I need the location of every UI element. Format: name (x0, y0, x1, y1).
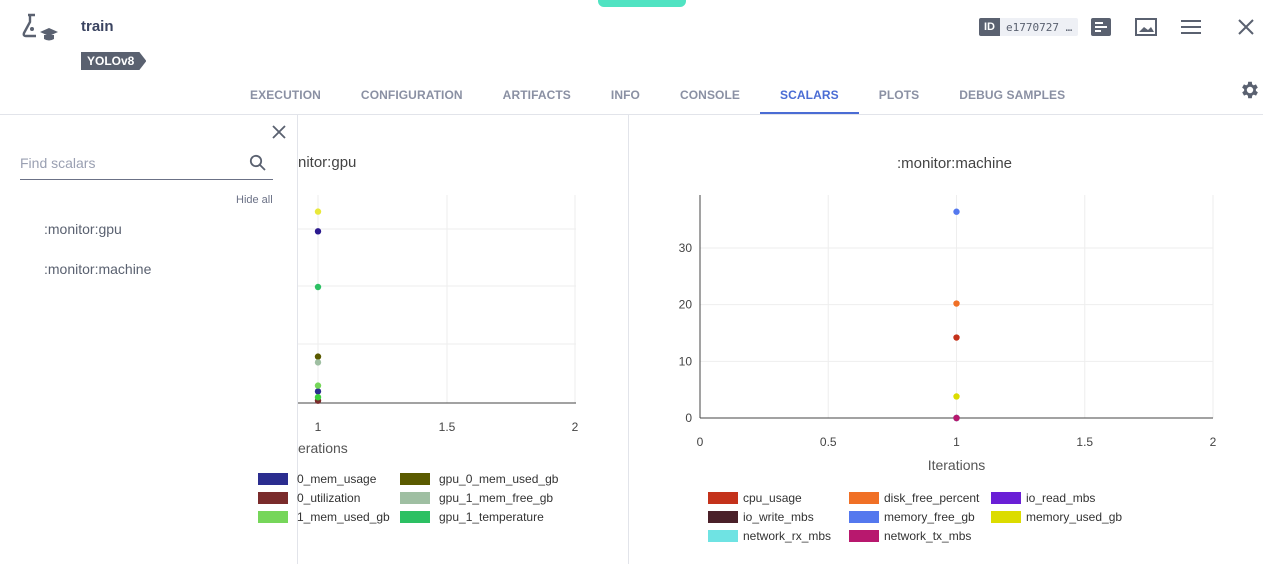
legend-swatch (258, 492, 288, 504)
task-tag[interactable]: YOLOv8 (81, 52, 146, 70)
data-point (314, 382, 322, 389)
legend-swatch (708, 492, 738, 504)
gpu-chart: nitor:gpu 1 1.5 2 erations 0_mem_usage gpu_0_m… (258, 154, 579, 524)
image-view-icon (1135, 18, 1157, 36)
legend-label: cpu_usage (743, 491, 802, 505)
menu-button[interactable] (1180, 16, 1202, 38)
tab-info[interactable]: INFO (610, 88, 640, 102)
data-point (314, 359, 322, 366)
legend-label: io_write_mbs (743, 510, 814, 524)
tab-scalars[interactable]: SCALARS (760, 80, 859, 114)
legend-swatch (400, 492, 430, 504)
legend-label: disk_free_percent (884, 491, 980, 505)
close-icon[interactable] (270, 123, 288, 141)
data-point (314, 394, 322, 401)
hide-all-link[interactable]: Hide all (236, 194, 273, 206)
data-point (314, 353, 322, 360)
scalars-sidebar (0, 115, 297, 564)
legend-label: gpu_0_mem_used_gb (439, 472, 559, 486)
legend-swatch (849, 492, 879, 504)
gear-icon[interactable] (1239, 79, 1261, 101)
tab-divider (0, 114, 1263, 115)
legend-swatch (258, 511, 288, 523)
x-tick-label: 2 (1210, 435, 1217, 449)
data-point (953, 334, 960, 341)
search-field (20, 150, 273, 180)
machine-chart: :monitor:machine 0 10 20 30 0 0.5 1 1.5 2 Iteratio… (679, 155, 1217, 543)
id-label: ID (979, 18, 1000, 36)
x-tick-label: 1 (953, 435, 960, 449)
legend-swatch (991, 492, 1021, 504)
legend-label: network_tx_mbs (884, 529, 971, 543)
legend-label: 0_mem_usage (297, 472, 377, 486)
x-tick-label: 1.5 (439, 420, 456, 434)
close-button[interactable] (1235, 16, 1257, 38)
close-icon (1238, 19, 1254, 35)
data-point (314, 208, 322, 215)
y-tick-label: 30 (679, 241, 693, 255)
data-point (314, 283, 322, 291)
chart-title: :monitor:machine (897, 155, 1012, 172)
legend-label: 1_mem_used_gb (297, 510, 390, 524)
data-point (953, 393, 960, 400)
data-point (314, 228, 322, 235)
y-tick-label: 10 (679, 354, 693, 368)
legend-label: 0_utilization (297, 491, 360, 505)
legend-swatch (400, 511, 430, 523)
x-tick-label: 0.5 (820, 435, 837, 449)
x-axis-label: Iterations (928, 457, 986, 473)
legend-swatch (258, 473, 288, 485)
top-accent-bar (598, 0, 686, 7)
flask-icon (22, 13, 58, 41)
sidebar-item-monitor-gpu[interactable]: :monitor:gpu (44, 221, 122, 237)
x-tick-label: 1.5 (1076, 435, 1093, 449)
legend-swatch (849, 530, 879, 542)
tab-console[interactable]: CONSOLE (679, 88, 741, 102)
info-panel-icon (1091, 18, 1111, 36)
legend-label: gpu_1_mem_free_gb (439, 491, 553, 505)
legend-label: network_rx_mbs (743, 529, 831, 543)
legend-swatch (708, 530, 738, 542)
legend-label: memory_free_gb (884, 510, 975, 524)
chart-title: nitor:gpu (298, 154, 356, 171)
tab-plots[interactable]: PLOTS (878, 88, 920, 102)
legend-label: memory_used_gb (1026, 510, 1122, 524)
menu-icon (1181, 20, 1201, 34)
data-point (314, 388, 322, 395)
x-tick-label: 1 (315, 420, 322, 434)
legend-label: io_read_mbs (1026, 491, 1095, 505)
legend-swatch (849, 511, 879, 523)
id-value: e1770727 … (1006, 20, 1073, 34)
legend-label: gpu_1_temperature (439, 510, 544, 524)
data-point (953, 300, 960, 307)
tab-artifacts[interactable]: ARTIFACTS (502, 88, 571, 102)
chart-divider (628, 115, 629, 564)
y-tick-label: 0 (685, 411, 692, 425)
search-input[interactable] (20, 150, 240, 176)
data-point (953, 414, 960, 422)
x-tick-label: 0 (697, 435, 704, 449)
x-axis-label: erations (298, 440, 348, 456)
sidebar-item-monitor-machine[interactable]: :monitor:machine (44, 261, 152, 277)
legend-swatch (708, 511, 738, 523)
legend-swatch (991, 511, 1021, 523)
tab-configuration[interactable]: CONFIGURATION (360, 88, 463, 102)
sidebar-border (297, 115, 298, 564)
image-view-button[interactable] (1135, 16, 1157, 38)
tab-execution[interactable]: EXECUTION (250, 88, 321, 102)
task-id-box[interactable]: ID e1770727 … (979, 18, 1079, 36)
search-icon[interactable] (249, 154, 267, 172)
y-tick-label: 20 (679, 298, 693, 312)
legend-swatch (400, 473, 430, 485)
info-panel-button[interactable] (1090, 16, 1112, 38)
tab-bar: EXECUTION CONFIGURATION ARTIFACTS INFO C… (230, 80, 1085, 114)
task-name: train (81, 18, 114, 35)
tab-debug-samples[interactable]: DEBUG SAMPLES (959, 88, 1066, 102)
data-point (953, 208, 960, 215)
x-tick-label: 2 (572, 420, 579, 434)
